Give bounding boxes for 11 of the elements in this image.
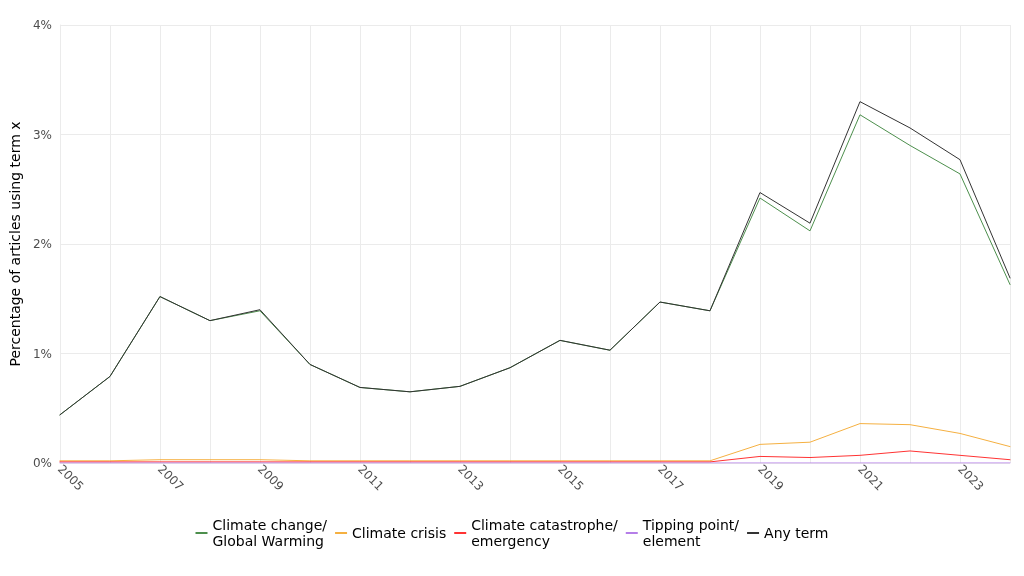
legend-label: Climate change/ Global Warming xyxy=(212,517,328,549)
legend-label: Climate catastrophe/ emergency xyxy=(471,517,619,549)
legend-label: Tipping point/ element xyxy=(641,517,740,549)
y-tick-label: 2% xyxy=(32,237,52,251)
y-tick-label: 3% xyxy=(32,127,52,142)
legend-label: Any term xyxy=(764,525,829,541)
y-tick-label: 4% xyxy=(32,18,52,32)
legend-label: Climate crisis xyxy=(352,525,447,541)
y-tick-label: 1% xyxy=(32,346,52,361)
y-axis-title: Percentage of articles using term x xyxy=(7,121,23,367)
y-tick-label: 0% xyxy=(32,456,52,470)
